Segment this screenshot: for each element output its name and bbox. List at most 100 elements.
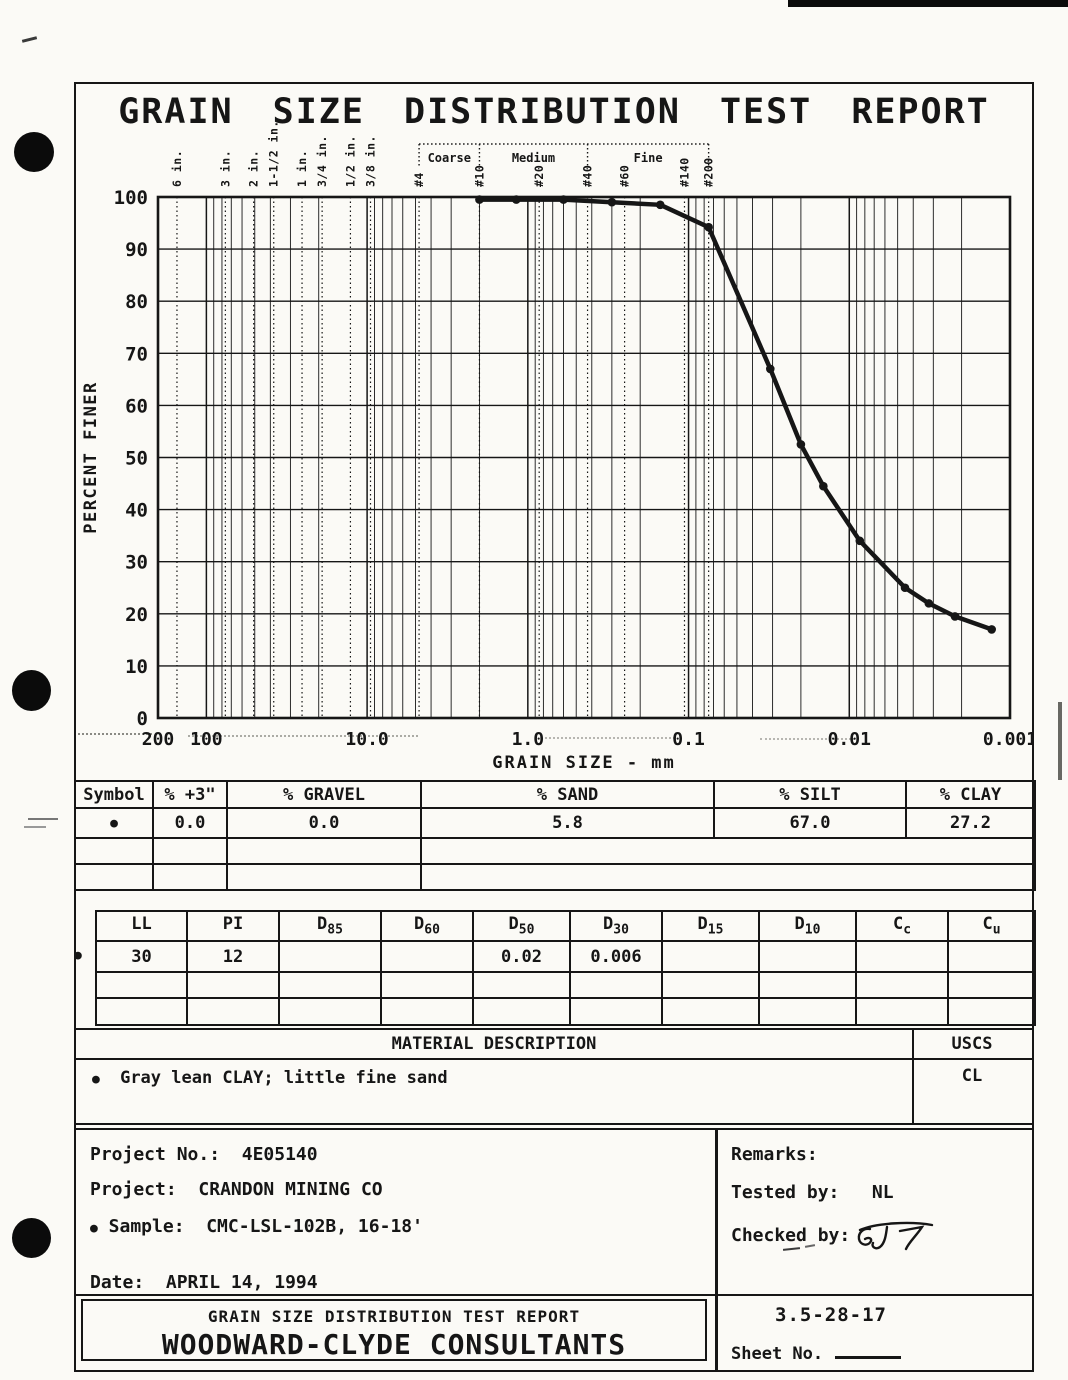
footer-title-box: GRAIN SIZE DISTRIBUTION TEST REPORT WOOD…	[81, 1299, 707, 1361]
svg-text:Fine: Fine	[634, 151, 663, 165]
material-description-row: ● Gray lean CLAY; little fine sand	[92, 1068, 448, 1088]
col-d10: D10	[758, 910, 857, 942]
col-d15: D15	[661, 910, 760, 942]
svg-text:#4: #4	[412, 172, 426, 187]
fractions-header-row: Symbol % +3" % GRAVEL % SAND % SILT % CL…	[74, 780, 1036, 809]
indices-table: LL PI D85 D60 D50 D30 D15 D10 Cc Cu 30 1…	[95, 910, 1036, 1026]
scan-noise	[28, 818, 58, 820]
svg-text:#60: #60	[618, 165, 632, 187]
svg-text:70: 70	[125, 343, 148, 365]
series-symbol: ●	[74, 807, 154, 839]
svg-text:1-1/2 in.: 1-1/2 in.	[267, 120, 281, 187]
svg-text:GRAIN SIZE - mm: GRAIN SIZE - mm	[492, 753, 676, 773]
ll-value: 30	[95, 940, 188, 973]
sample-line: ● Sample: CMC-LSL-102B, 16-18'	[90, 1216, 423, 1237]
svg-text:0.1: 0.1	[672, 729, 705, 750]
uscs-value: CL	[961, 1066, 983, 1086]
remarks-box: Remarks: Tested by: NL Checked by: 3.5-2…	[715, 1128, 1034, 1372]
grain-size-chart: 0 10 20 30 40 50 60 70 80 90 100 6 in. 3 in. 2 in. 1-1…	[74, 118, 1037, 778]
clay-value: 27.2	[905, 807, 1036, 839]
svg-text:3 in.: 3 in.	[218, 150, 232, 187]
scan-noise	[545, 737, 675, 739]
svg-text:1/2 in.: 1/2 in.	[343, 135, 357, 187]
hole-punch-top	[14, 132, 54, 172]
empty-row	[74, 837, 1036, 865]
scan-noise	[188, 735, 418, 737]
col-symbol: Symbol	[74, 780, 154, 809]
series-symbol: ●	[92, 1072, 100, 1087]
plus3-value: 0.0	[152, 807, 228, 839]
material-description-header: MATERIAL DESCRIPTION	[391, 1034, 597, 1054]
svg-text:#40: #40	[581, 165, 595, 187]
date-value: APRIL 14, 1994	[165, 1272, 318, 1293]
cu-value	[947, 940, 1036, 973]
svg-text:0.01: 0.01	[828, 729, 871, 750]
col-gravel: % GRAVEL	[226, 780, 422, 809]
gravel-value: 0.0	[226, 807, 422, 839]
series-symbol: ●	[90, 1221, 98, 1236]
svg-text:Coarse: Coarse	[428, 151, 471, 165]
fractions-table: Symbol % +3" % GRAVEL % SAND % SILT % CL…	[74, 780, 1036, 891]
col-d50: D50	[472, 910, 571, 942]
tested-by-value: NL	[871, 1182, 894, 1203]
project-name-value: CRANDON MINING CO	[198, 1179, 383, 1200]
indices-header-row: LL PI D85 D60 D50 D30 D15 D10 Cc Cu	[95, 910, 1036, 942]
tested-by-line: Tested by: NL	[731, 1182, 894, 1203]
svg-text:90: 90	[125, 239, 148, 261]
d85-value	[278, 940, 382, 973]
checked-by-line: Checked by:	[731, 1218, 938, 1254]
scan-edge-artifact	[1058, 702, 1062, 780]
svg-text:1 in.: 1 in.	[295, 150, 309, 187]
scan-edge-bar	[788, 0, 1068, 7]
svg-text:80: 80	[125, 291, 148, 313]
d10-value	[758, 940, 857, 973]
col-silt: % SILT	[713, 780, 907, 809]
scan-noise	[78, 733, 152, 735]
d30-value: 0.006	[569, 940, 663, 973]
svg-text:2 in.: 2 in.	[247, 150, 261, 187]
svg-text:40: 40	[125, 500, 148, 522]
col-d60: D60	[380, 910, 474, 942]
checked-by-signature	[857, 1221, 934, 1251]
sand-value: 5.8	[420, 807, 715, 839]
project-info-box: Project No.: 4E05140 Project: CRANDON MI…	[74, 1128, 718, 1372]
project-name-line: Project: CRANDON MINING CO	[90, 1179, 383, 1200]
hole-punch-bottom	[12, 1218, 51, 1258]
svg-text:PERCENT FINER: PERCENT FINER	[81, 381, 101, 534]
svg-text:#10: #10	[472, 165, 486, 187]
svg-text:6 in.: 6 in.	[170, 150, 184, 187]
date-line: Date: APRIL 14, 1994	[90, 1272, 318, 1293]
col-cc: Cc	[855, 910, 949, 942]
material-description-text: Gray lean CLAY; little fine sand	[120, 1068, 448, 1088]
d60-value	[380, 940, 474, 973]
sample-value: CMC-LSL-102B, 16-18'	[206, 1216, 423, 1237]
fractions-data-row: ● 0.0 0.0 5.8 67.0 27.2	[74, 807, 1036, 839]
pi-value: 12	[186, 940, 280, 973]
indices-data-row: 30 12 0.02 0.006	[95, 940, 1036, 973]
svg-text:Medium: Medium	[512, 151, 555, 165]
cc-value	[855, 940, 949, 973]
svg-text:60: 60	[125, 395, 148, 417]
hole-punch-middle	[12, 670, 51, 711]
pen-mark	[21, 36, 38, 43]
svg-text:0: 0	[137, 708, 148, 730]
col-cu: Cu	[947, 910, 1036, 942]
sheet-no-line: Sheet No.	[731, 1342, 902, 1364]
svg-text:3/8 in.: 3/8 in.	[364, 135, 378, 187]
svg-text:30: 30	[125, 552, 148, 574]
col-pi: PI	[186, 910, 280, 942]
col-plus3: % +3"	[152, 780, 228, 809]
col-d85: D85	[278, 910, 382, 942]
svg-text:50: 50	[125, 448, 148, 470]
uscs-header: USCS	[951, 1034, 993, 1054]
svg-text:10: 10	[125, 656, 148, 678]
svg-text:100: 100	[190, 729, 223, 750]
d50-value: 0.02	[472, 940, 571, 973]
scan-noise	[760, 738, 855, 740]
page-title: GRAIN SIZE DISTRIBUTION TEST REPORT	[118, 92, 990, 132]
svg-text:10.0: 10.0	[345, 729, 388, 750]
d15-value	[661, 940, 760, 973]
empty-row	[95, 971, 1036, 999]
svg-text:3/4 in.: 3/4 in.	[315, 135, 329, 187]
remarks-title: Remarks:	[731, 1144, 818, 1165]
